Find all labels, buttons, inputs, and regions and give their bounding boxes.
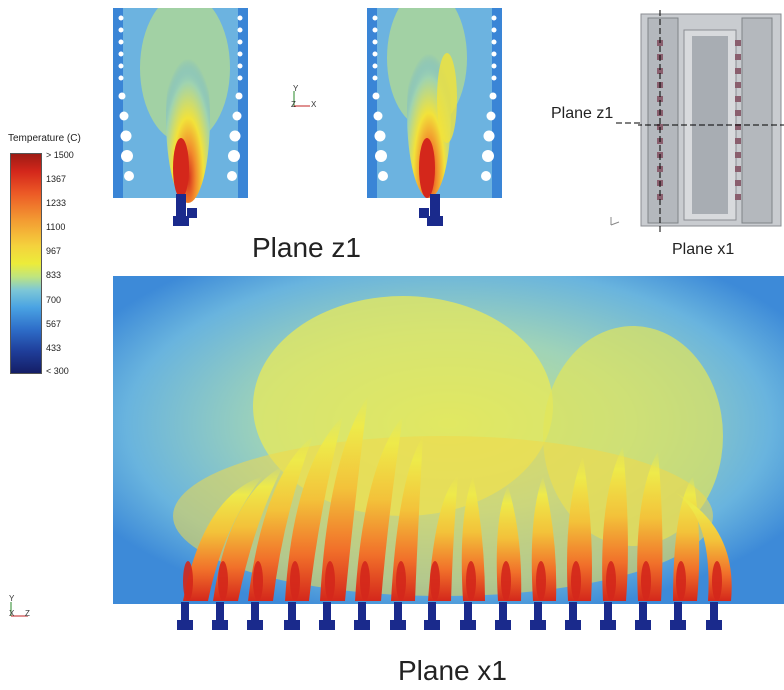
legend-tick: 567	[46, 319, 62, 329]
flame-plumes	[183, 396, 732, 601]
axis-label-z: Z	[25, 609, 30, 618]
legend-tick: 1100	[46, 222, 66, 232]
inset-axis-triad	[610, 217, 620, 226]
plane-z1-contour-right	[367, 8, 502, 226]
inset-plane-z1-label: Plane z1	[551, 105, 614, 122]
legend-tick: < 300	[46, 366, 69, 376]
temperature-color-bar	[10, 153, 42, 374]
axis-triad-top	[293, 91, 310, 107]
legend-tick: 700	[46, 295, 62, 305]
burner-row	[177, 602, 722, 630]
axis-label-z: Z	[291, 100, 296, 109]
legend-tick: 1367	[46, 174, 67, 184]
legend-tick: > 1500	[46, 150, 74, 160]
plane-z1-contour-left	[113, 8, 248, 226]
legend-tick: 1233	[46, 198, 67, 208]
axis-label-x: X	[9, 609, 15, 618]
legend-title: Temperature (C)	[8, 133, 81, 144]
axis-label-y: Y	[9, 594, 15, 603]
legend-tick: 967	[46, 246, 62, 256]
plane-z1-line-extension	[616, 122, 640, 124]
furnace-geometry-inset	[638, 10, 784, 235]
inset-plane-x1-label: Plane x1	[672, 241, 735, 258]
plane-z1-title: Plane z1	[252, 232, 361, 263]
axis-label-x: X	[311, 100, 317, 109]
axis-triad-bottom	[10, 602, 28, 617]
axis-label-y: Y	[293, 84, 299, 93]
plane-x1-title: Plane x1	[398, 655, 507, 686]
legend-tick: 433	[46, 343, 62, 353]
plane-x1-contour	[113, 276, 784, 630]
legend-tick: 833	[46, 270, 62, 280]
